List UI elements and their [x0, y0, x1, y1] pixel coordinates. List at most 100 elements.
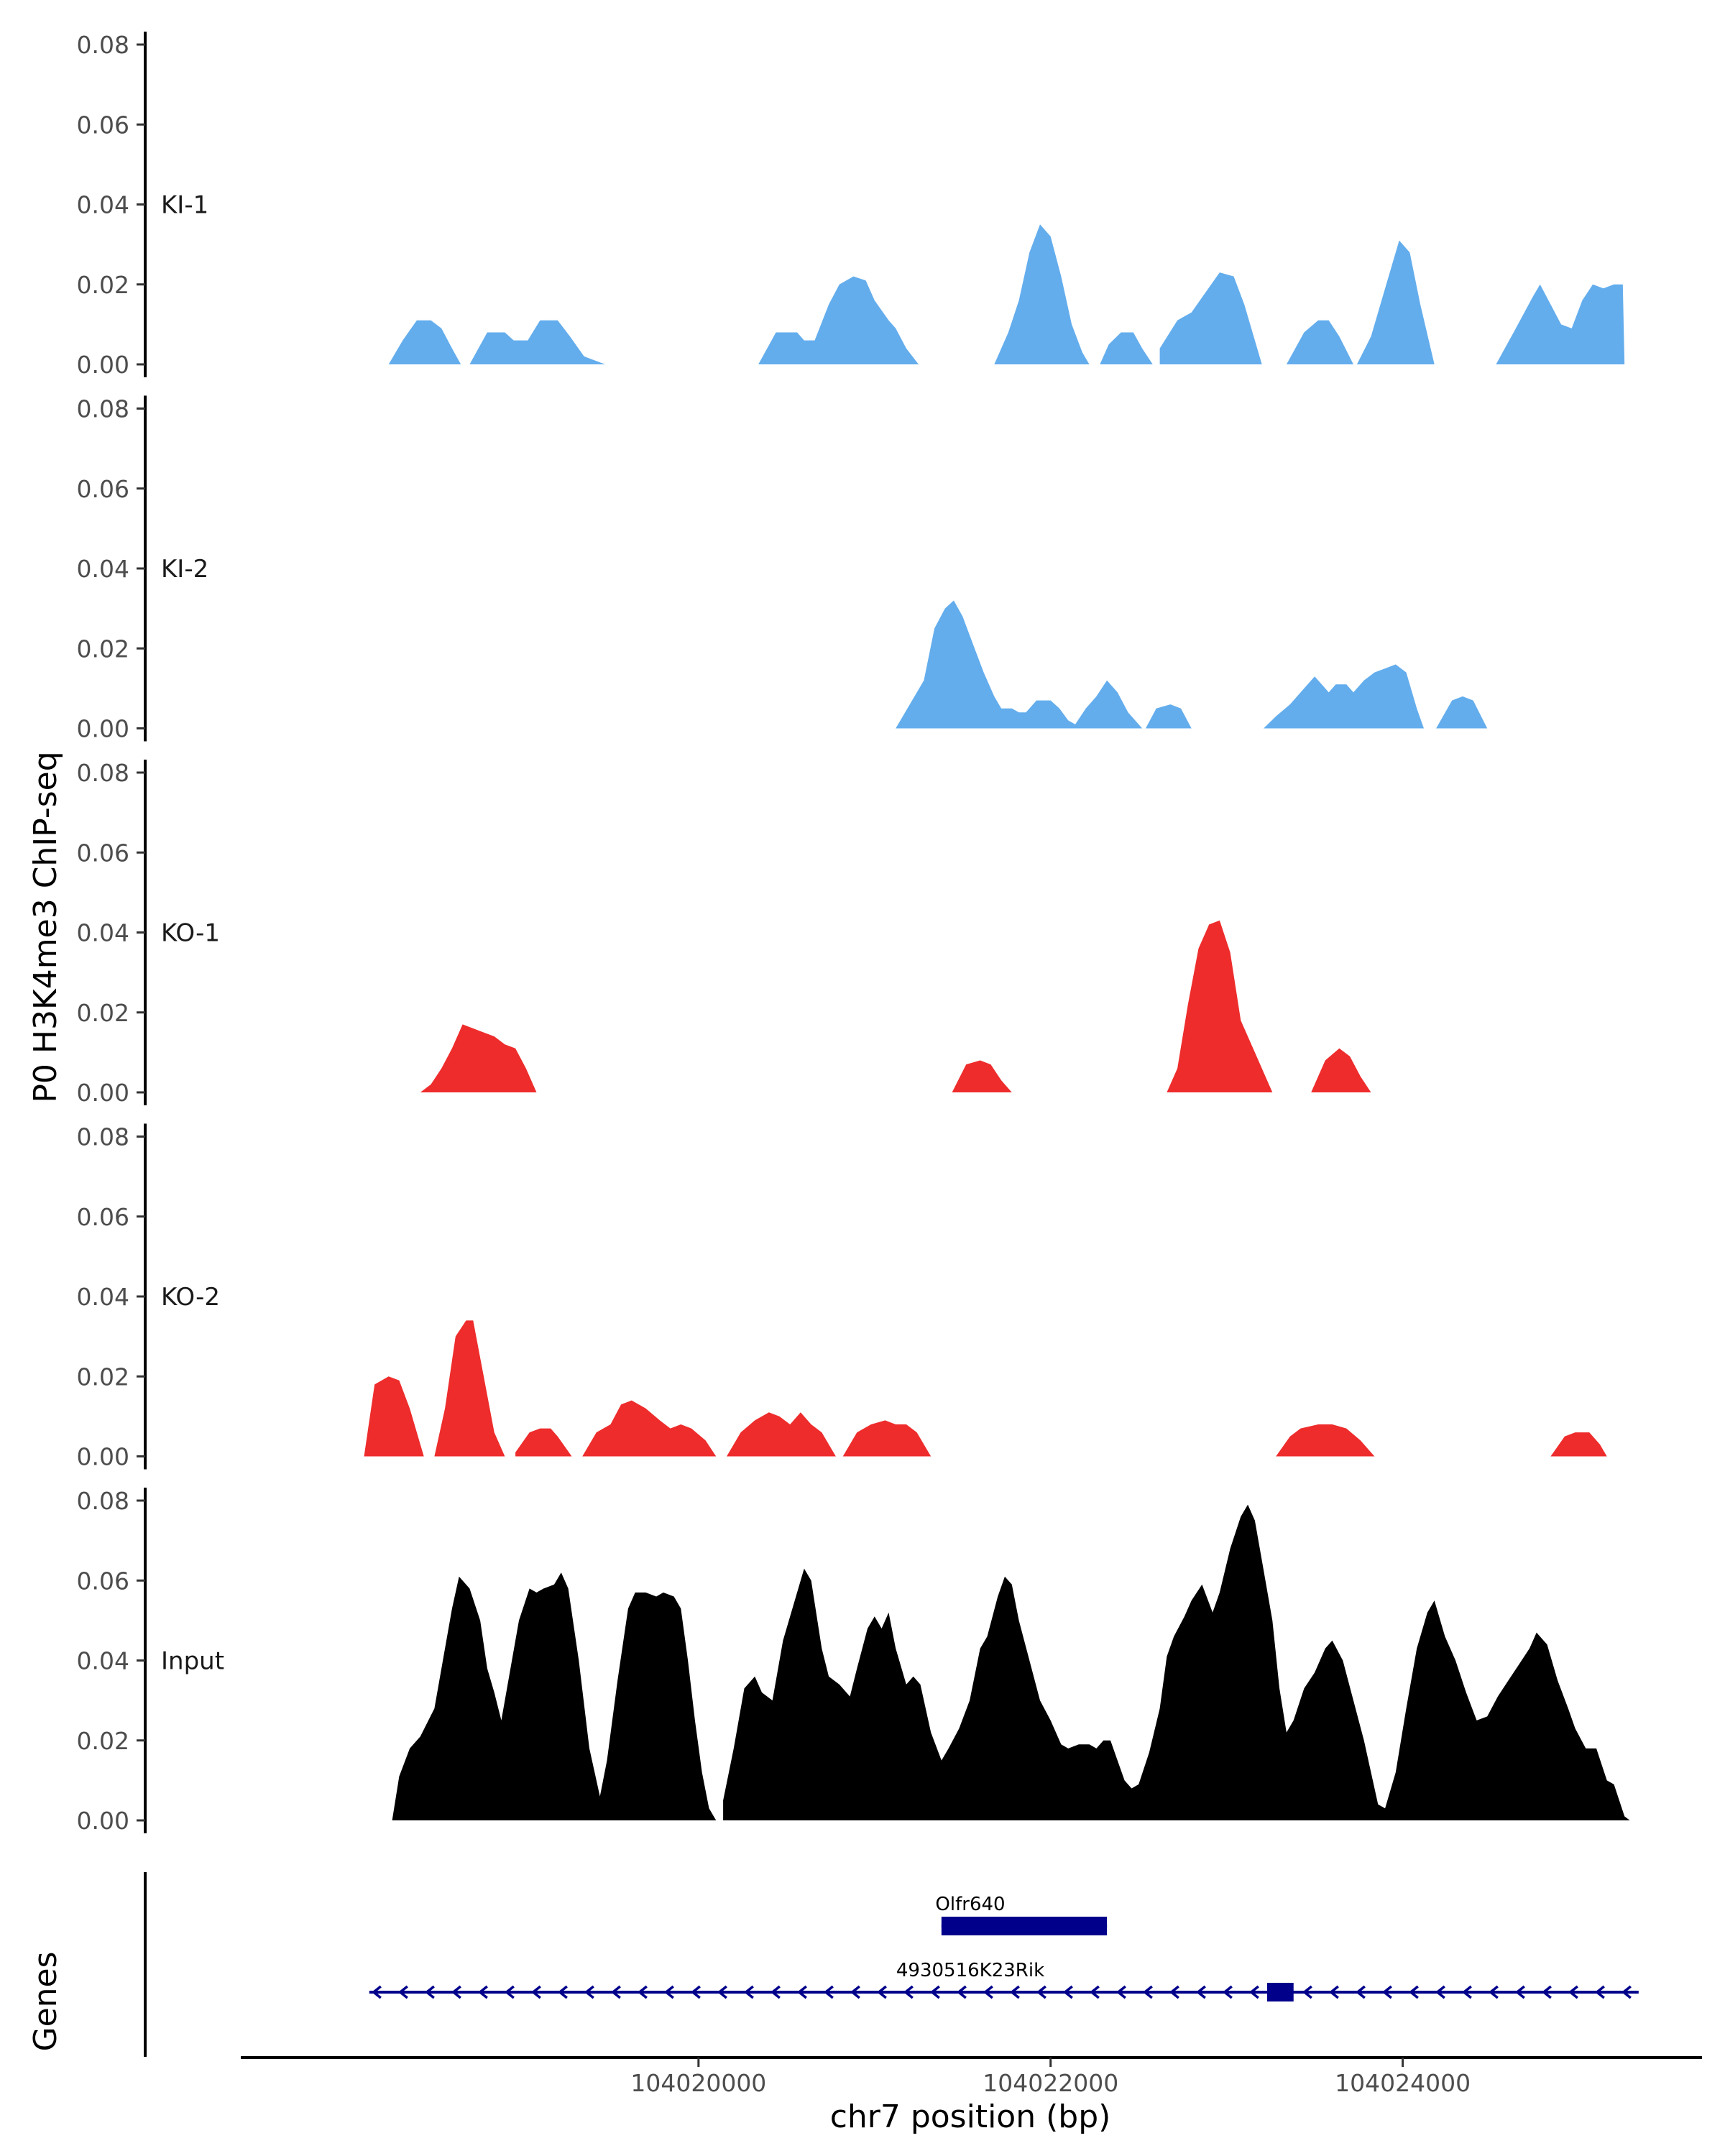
- coverage-peak: [758, 276, 919, 364]
- coverage-peak: [842, 1420, 932, 1457]
- y-tick-label: 0.00: [77, 1807, 129, 1835]
- gene-label: Olfr640: [935, 1894, 1005, 1915]
- y-tick-label: 0.00: [77, 715, 129, 743]
- strand-arrow: [1489, 1985, 1499, 1999]
- gene-4930516k23rik: 4930516K23Rik: [369, 1960, 1639, 2001]
- strand-arrow: [824, 1985, 834, 1999]
- track-ko-2: 0.00 0.02 0.04 0.06 0.08 KO-2: [77, 1123, 1607, 1471]
- y-tick-label: 0.02: [77, 999, 129, 1027]
- strand-arrow: [1196, 1985, 1206, 1999]
- y-tick-label: 0.04: [77, 191, 129, 219]
- coverage-peak: [469, 320, 605, 364]
- strand-arrow: [797, 1985, 807, 1999]
- gene-label: 4930516K23Rik: [896, 1960, 1044, 1981]
- strand-arrow: [478, 1985, 488, 1999]
- strand-arrow: [451, 1985, 461, 1999]
- y-tick-label: 0.06: [77, 1567, 129, 1595]
- coverage-peak: [1100, 332, 1153, 364]
- strand-arrow: [1435, 1985, 1445, 1999]
- coverage-peak: [1356, 240, 1435, 364]
- x-tick-label: 104024000: [1335, 2069, 1471, 2097]
- coverage-peak: [420, 1024, 537, 1092]
- coverage-peak: [1146, 704, 1192, 729]
- y-tick-label: 0.00: [77, 351, 129, 379]
- strand-arrow: [1409, 1985, 1419, 1999]
- y-tick-label: 0.02: [77, 1727, 129, 1755]
- strand-arrow: [717, 1985, 727, 1999]
- strand-arrow: [983, 1985, 993, 1999]
- y-tick-label: 0.06: [77, 839, 129, 867]
- strand-arrow: [930, 1985, 940, 1999]
- y-tick-label: 0.04: [77, 555, 129, 583]
- strand-arrow: [691, 1985, 701, 1999]
- track-ki-2: 0.00 0.02 0.04 0.06 0.08 KI-2: [77, 395, 1488, 743]
- strand-arrow: [877, 1985, 887, 1999]
- track-input: 0.00 0.02 0.04 0.06 0.08 Input: [77, 1487, 1630, 1835]
- coverage-peak: [1496, 284, 1625, 364]
- track-label: KI-1: [161, 191, 208, 220]
- y-tick-label: 0.06: [77, 111, 129, 139]
- x-axis: 104020000 104022000 104024000: [241, 2056, 1702, 2097]
- track-ki-1: 0.00 0.02 0.04 0.06 0.08 KI-1: [77, 31, 1625, 379]
- coverage-peak: [723, 1504, 1630, 1820]
- y-tick-label: 0.08: [77, 1487, 129, 1515]
- track-ko-1: 0.00 0.02 0.04 0.06 0.08 KO-1: [77, 759, 1371, 1107]
- strand-arrow: [1249, 1985, 1259, 1999]
- strand-arrow: [398, 1985, 408, 1999]
- coverage-peak: [1167, 920, 1273, 1092]
- y-tick-label: 0.06: [77, 1203, 129, 1231]
- strand-arrow: [638, 1985, 648, 1999]
- strand-arrow: [1036, 1985, 1046, 1999]
- coverage-tracks: 0.00 0.02 0.04 0.06 0.08 KI-1 0.00 0.02 0.04 0.06…: [77, 31, 1630, 1835]
- strand-arrow: [505, 1985, 515, 1999]
- y-tick-label: 0.08: [77, 1123, 129, 1151]
- coverage-peak: [434, 1320, 505, 1457]
- y-tick-label: 0.08: [77, 31, 129, 59]
- coverage-peak: [1264, 664, 1424, 729]
- coverage-peak: [1550, 1432, 1607, 1457]
- coverage-peak: [1276, 1424, 1375, 1457]
- coverage-peak: [392, 1572, 717, 1820]
- y-axis-title: P0 H3K4me3 ChIP-seq: [27, 751, 64, 1102]
- strand-arrow: [850, 1985, 860, 1999]
- coverage-peak: [515, 1428, 572, 1457]
- y-tick-label: 0.06: [77, 475, 129, 503]
- track-label: KO-1: [161, 919, 220, 948]
- gene-olfr640: Olfr640: [935, 1894, 1108, 1935]
- strand-arrow: [1515, 1985, 1525, 1999]
- x-axis-title: chr7 position (bp): [830, 2099, 1111, 2135]
- y-tick-label: 0.00: [77, 1443, 129, 1471]
- exon-block: [941, 1917, 1108, 1935]
- strand-arrow: [1223, 1985, 1233, 1999]
- strand-arrow: [903, 1985, 914, 1999]
- strand-arrow: [1382, 1985, 1392, 1999]
- strand-arrow: [1169, 1985, 1179, 1999]
- coverage-peak: [582, 1400, 717, 1457]
- strand-arrow: [1090, 1985, 1100, 1999]
- y-tick-label: 0.02: [77, 1363, 129, 1391]
- y-tick-label: 0.08: [77, 395, 129, 423]
- genes-track-title: Genes: [27, 1951, 64, 2051]
- coverage-peak: [952, 1060, 1012, 1092]
- strand-arrow: [1542, 1985, 1552, 1999]
- strand-arrow: [664, 1985, 674, 1999]
- strand-arrow: [1143, 1985, 1153, 1999]
- exon-block: [1266, 1983, 1294, 2001]
- track-label: Input: [161, 1647, 224, 1676]
- strand-arrow: [1462, 1985, 1472, 1999]
- coverage-peak: [1311, 1048, 1371, 1092]
- y-tick-label: 0.00: [77, 1079, 129, 1107]
- coverage-peak: [1159, 272, 1262, 364]
- gene-annotation-track: Olfr640 4930516K23Rik: [144, 1872, 1639, 2057]
- strand-arrow: [957, 1985, 967, 1999]
- coverage-peak: [388, 320, 461, 364]
- coverage-peak: [1286, 320, 1353, 364]
- strand-arrow: [1568, 1985, 1578, 1999]
- strand-arrow: [1010, 1985, 1020, 1999]
- coverage-peak: [364, 1376, 424, 1457]
- y-tick-label: 0.04: [77, 1647, 129, 1675]
- strand-arrow: [744, 1985, 754, 1999]
- strand-arrow: [1302, 1985, 1312, 1999]
- strand-arrow: [584, 1985, 594, 1999]
